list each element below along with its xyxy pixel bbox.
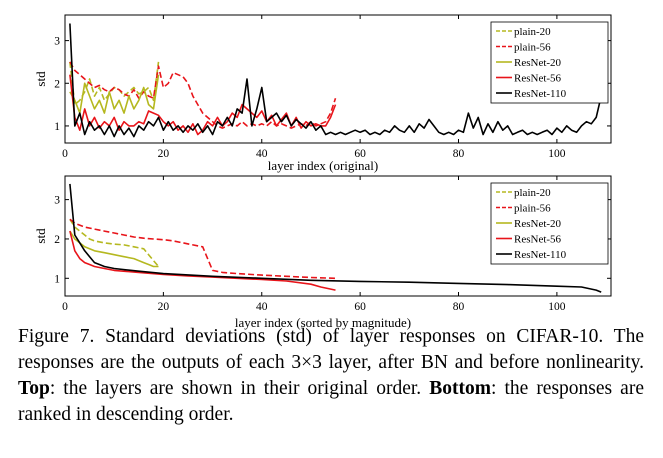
y-tick-label: 1: [54, 121, 60, 133]
legend: plain-20 plain-56 ResNet-20 ResNet-56 ResNet…: [490, 182, 609, 265]
legend-label: ResNet-20: [514, 57, 562, 69]
x-tick-label: 0: [62, 148, 68, 160]
legend-label: ResNet-110: [514, 88, 567, 100]
series-line-plain-56: [69, 61, 337, 129]
x-tick-label: 80: [453, 301, 465, 313]
legend-label: plain-56: [514, 42, 551, 54]
plot-frame: [64, 14, 612, 144]
series-line-resnet-56: [69, 230, 336, 291]
y-tick-label: 1: [54, 273, 60, 285]
plot-frame: [64, 175, 612, 297]
legend-label: ResNet-56: [514, 73, 562, 85]
x-axis-label: layer index (sorted by magnitude): [235, 315, 411, 330]
chart-top: 0 20 40 60 80 100 1 2 3 layer index (original) std…: [33, 14, 612, 173]
series-line-resnet-110: [69, 23, 602, 138]
caption-bottom-label: Bottom: [429, 378, 491, 399]
legend-label: ResNet-20: [514, 218, 562, 230]
x-tick-label: 80: [453, 148, 465, 160]
legend-label: ResNet-110: [514, 249, 567, 261]
y-tick-label: 2: [54, 78, 60, 90]
legend-label: ResNet-56: [514, 234, 562, 246]
series-line-plain-20: [69, 218, 160, 268]
y-tick-label: 3: [54, 36, 60, 48]
y-tick-label: 2: [54, 234, 60, 246]
x-tick-label: 60: [354, 301, 366, 313]
series-line-plain-20: [69, 61, 160, 106]
x-tick-label: 100: [548, 301, 566, 313]
caption-top-label: Top: [18, 378, 50, 399]
x-tick-label: 20: [158, 301, 170, 313]
legend: plain-20 plain-56 ResNet-20 ResNet-56 ResNet…: [490, 21, 609, 104]
series-line-resnet-20: [69, 74, 160, 114]
x-tick-label: 40: [256, 301, 268, 313]
caption-top-text: : the layers are shown in their original…: [49, 378, 422, 399]
chart-bottom: 0 20 40 60 80 100 1 2 3 layer index (sorted by ma…: [33, 175, 612, 330]
x-axis-label: layer index (original): [268, 158, 378, 173]
series-group: [69, 23, 602, 138]
y-axis-label: std: [33, 71, 48, 87]
figure-caption: Figure 7. Standard deviations (std) of l…: [18, 324, 644, 428]
figure: 0 20 40 60 80 100 1 2 3 layer index (original) std…: [33, 14, 612, 330]
legend-label: plain-56: [514, 203, 551, 215]
legend-label: plain-20: [514, 26, 551, 38]
x-tick-label: 40: [256, 148, 268, 160]
y-tick-label: 3: [54, 195, 60, 207]
x-tick-label: 60: [354, 148, 366, 160]
legend-label: plain-20: [514, 187, 551, 199]
x-tick-label: 20: [158, 148, 170, 160]
series-group: [69, 183, 602, 293]
x-tick-label: 0: [62, 301, 68, 313]
caption-bottom-text: : the responses are ranked in descending…: [18, 378, 644, 425]
caption-prefix: Figure 7. Standard deviations (std) of l…: [18, 326, 644, 373]
x-tick-label: 100: [548, 148, 566, 160]
y-axis-label: std: [33, 228, 48, 244]
series-line-resnet-110: [69, 183, 602, 293]
